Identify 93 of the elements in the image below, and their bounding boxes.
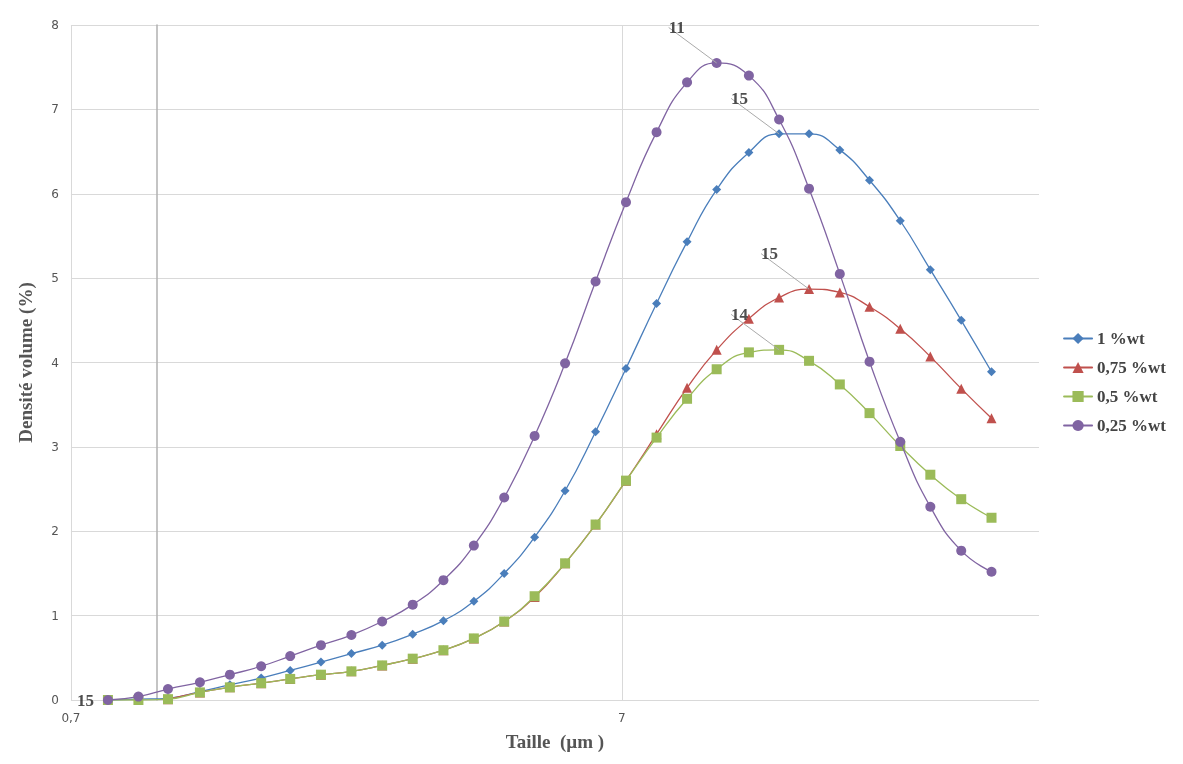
point xyxy=(530,532,540,542)
annotation: 15 xyxy=(731,88,749,108)
point xyxy=(987,367,997,377)
annotation: 15 xyxy=(761,244,779,264)
point xyxy=(499,492,510,503)
point xyxy=(162,684,173,695)
point xyxy=(774,114,785,125)
annotation: 11 xyxy=(668,17,685,37)
point xyxy=(652,298,662,308)
point xyxy=(834,379,845,390)
y-tick-label: 2 xyxy=(51,524,59,539)
point xyxy=(560,486,570,496)
point xyxy=(499,568,509,578)
point xyxy=(956,383,967,394)
point xyxy=(711,57,722,68)
point xyxy=(835,145,845,155)
point xyxy=(895,216,905,226)
annotation: 14 xyxy=(731,304,749,324)
point xyxy=(834,268,845,279)
point xyxy=(682,237,692,247)
legend-label: 0,5 %wt xyxy=(1097,387,1158,406)
point xyxy=(438,575,449,586)
point xyxy=(438,616,448,626)
point xyxy=(804,129,814,139)
point xyxy=(864,356,875,367)
point xyxy=(651,127,662,138)
point xyxy=(469,596,479,606)
point xyxy=(256,661,267,672)
point xyxy=(895,323,906,334)
point xyxy=(804,284,815,295)
point xyxy=(377,616,388,627)
point xyxy=(711,364,722,375)
point xyxy=(925,351,936,362)
point xyxy=(346,630,357,641)
point xyxy=(743,347,754,358)
legend-label: 0,25 %wt xyxy=(1097,416,1167,435)
y-tick-label: 1 xyxy=(51,608,59,623)
legend-label: 1 %wt xyxy=(1097,329,1146,348)
y-tick-label: 6 xyxy=(51,186,59,201)
point xyxy=(315,640,326,651)
point xyxy=(285,665,295,675)
point xyxy=(986,512,997,523)
point xyxy=(774,292,785,303)
point xyxy=(865,175,875,185)
point xyxy=(804,183,815,194)
point xyxy=(744,147,754,157)
y-tick-label: 7 xyxy=(51,102,59,117)
point xyxy=(621,363,631,373)
point xyxy=(407,599,418,610)
point xyxy=(590,276,601,287)
point xyxy=(834,287,845,298)
y-axis-title: Densité volume (%) xyxy=(15,282,37,443)
point xyxy=(682,393,693,404)
y-tick-label: 5 xyxy=(51,271,59,286)
point xyxy=(408,629,418,639)
point xyxy=(194,677,205,688)
point xyxy=(986,413,997,424)
point xyxy=(956,315,966,325)
point xyxy=(682,77,693,88)
annotation: 15 xyxy=(76,690,94,710)
y-tick-label: 0 xyxy=(51,693,59,707)
y-tick-label: 8 xyxy=(51,18,59,32)
point xyxy=(468,540,479,551)
point xyxy=(621,197,631,208)
y-tick-label: 3 xyxy=(51,439,59,454)
point xyxy=(774,129,784,139)
point xyxy=(285,651,296,662)
point xyxy=(316,657,326,667)
point xyxy=(591,427,601,437)
point xyxy=(560,358,571,369)
point xyxy=(377,640,387,650)
point xyxy=(682,382,693,393)
x-axis-title: Taille (µm ) xyxy=(505,731,605,753)
point xyxy=(711,344,722,355)
point xyxy=(925,469,936,480)
point xyxy=(956,545,967,556)
point xyxy=(925,265,935,275)
point xyxy=(743,70,754,81)
point xyxy=(346,649,356,659)
point xyxy=(864,408,875,419)
x-tick-label: 0,7 xyxy=(61,711,81,725)
point xyxy=(864,301,875,312)
point xyxy=(712,185,722,195)
point xyxy=(804,355,815,366)
y-tick-label: 4 xyxy=(51,355,59,370)
point xyxy=(224,669,235,680)
point xyxy=(774,344,785,355)
point xyxy=(895,436,906,447)
point xyxy=(956,494,967,505)
point xyxy=(986,566,997,577)
point xyxy=(529,430,540,441)
point xyxy=(925,501,936,512)
legend-label: 0,75 %wt xyxy=(1097,358,1167,377)
